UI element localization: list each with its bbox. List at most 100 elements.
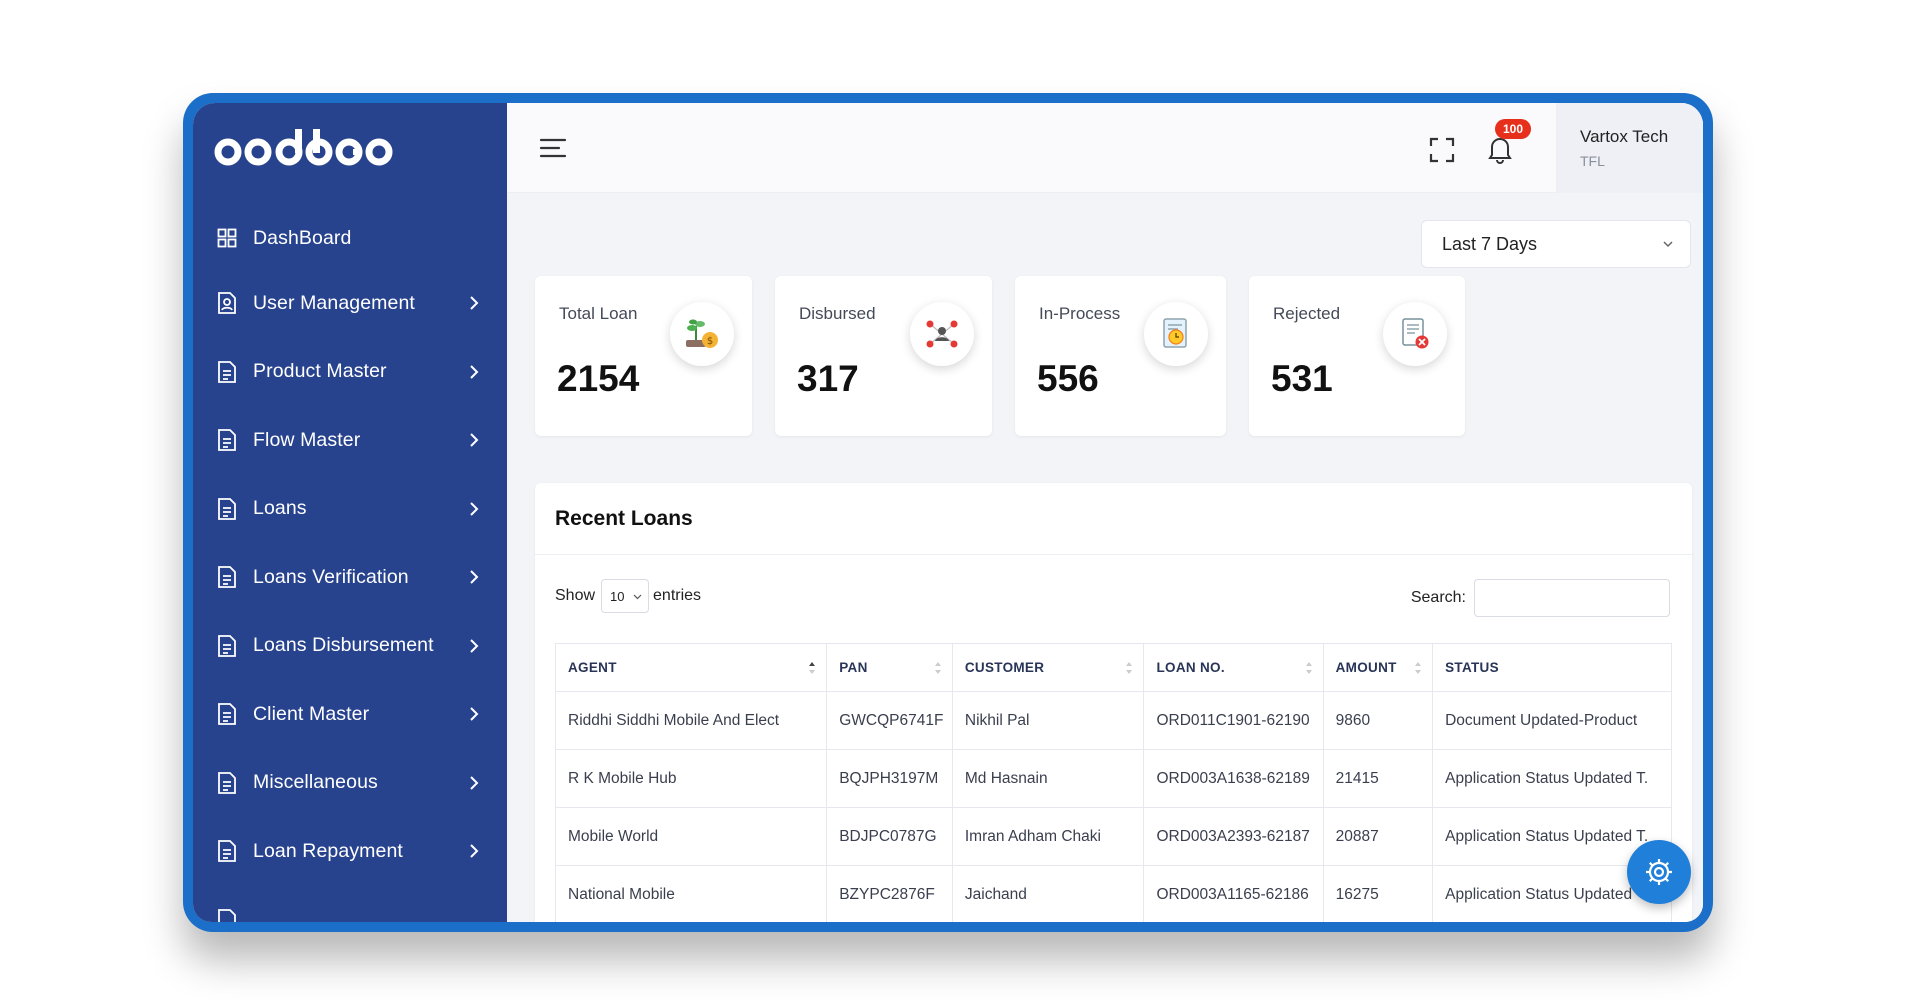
cell-status: Document Updated-Product <box>1432 691 1672 750</box>
chevron-right-icon <box>470 433 479 447</box>
column-label: Pan <box>839 660 868 675</box>
cell-amount: 9860 <box>1322 691 1434 750</box>
sidebar-item-miscellaneous[interactable]: Miscellaneous <box>193 749 507 818</box>
main-content: 100 Vartox Tech TFL Last 7 Days Total Lo… <box>507 103 1703 922</box>
sidebar-item-loans[interactable]: Loans <box>193 475 507 544</box>
sidebar-item-user-management[interactable]: User Management <box>193 269 507 338</box>
stat-card-total-loan[interactable]: Total Loan 2154 $ <box>535 276 752 436</box>
sidebar-item-label: Loan Repayment <box>253 839 403 862</box>
user-name: Vartox Tech <box>1580 127 1669 146</box>
cell-customer: Md Hasnain <box>951 749 1145 808</box>
user-org: TFL <box>1580 153 1605 169</box>
document-icon <box>215 634 239 658</box>
chevron-right-icon <box>470 844 479 858</box>
cell-loan-no: ORD003A1165-62186 <box>1143 865 1324 922</box>
gear-icon <box>1646 859 1672 885</box>
entries-select[interactable]: 10 <box>601 579 650 613</box>
sidebar-item-label: Flow Master <box>253 428 361 451</box>
column-header-agent[interactable]: Agent <box>554 643 828 692</box>
recent-loans-card: Recent Loans Show 10 entries Search: <box>535 483 1692 922</box>
column-label: Customer <box>964 660 1045 675</box>
chevron-right-icon <box>470 776 479 790</box>
divider <box>535 554 1692 555</box>
document-icon <box>215 565 239 589</box>
column-label: Loan No. <box>1156 660 1225 675</box>
sidebar: DashBoard User Management Product <box>193 103 507 922</box>
table-row[interactable]: R K Mobile Hub BQJPH3197M Md Hasnain ORD… <box>554 749 1672 808</box>
recent-loans-table: Agent Pan Customer Loan No. Amount Statu… <box>554 643 1672 922</box>
card-title: Recent Loans <box>555 507 693 530</box>
stat-card-in-process[interactable]: In-Process 556 <box>1015 276 1226 436</box>
user-doc-icon <box>215 291 239 315</box>
document-icon <box>215 771 239 795</box>
table-row[interactable]: National Mobile BZYPC2876F Jaichand ORD0… <box>554 865 1672 922</box>
sidebar-item-loans-verification[interactable]: Loans Verification <box>193 543 507 612</box>
cell-amount: 16275 <box>1322 865 1434 922</box>
stat-value: 2154 <box>557 358 640 399</box>
date-range-select[interactable]: Last 7 Days <box>1421 220 1691 268</box>
page-length-control: Show 10 entries <box>555 579 701 613</box>
chevron-right-icon <box>470 707 479 721</box>
document-icon <box>215 360 239 384</box>
fullscreen-icon[interactable] <box>1429 137 1455 163</box>
sidebar-item-label: Loans <box>253 497 307 520</box>
chevron-down-icon <box>633 594 642 600</box>
sidebar-item-label: DashBoard <box>253 226 352 249</box>
date-range-value: Last 7 Days <box>1442 233 1538 254</box>
user-profile[interactable]: Vartox Tech TFL <box>1556 103 1703 193</box>
chevron-right-icon <box>470 365 479 379</box>
sidebar-item-loans-disbursement[interactable]: Loans Disbursement <box>193 612 507 681</box>
stat-card-disbursed[interactable]: Disbursed 317 <box>775 276 992 436</box>
cell-customer: Nikhil Pal <box>951 691 1145 750</box>
sidebar-item-flow-master[interactable]: Flow Master <box>193 406 507 475</box>
table-row[interactable]: Mobile World BDJPC0787G Imran Adham Chak… <box>554 807 1672 866</box>
table-row[interactable]: Riddhi Siddhi Mobile And Elect GWCQP6741… <box>554 691 1672 750</box>
entries-value: 10 <box>610 588 625 604</box>
sidebar-item-label: Miscellaneous <box>253 771 378 794</box>
column-header-customer[interactable]: Customer <box>951 643 1145 692</box>
stat-label: Rejected <box>1273 304 1341 323</box>
document-icon <box>215 839 239 863</box>
cell-agent: National Mobile <box>554 865 828 922</box>
notification-count-badge: 100 <box>1495 119 1531 139</box>
sidebar-item-label: Loans Verification <box>253 565 409 588</box>
cell-pan: BZYPC2876F <box>826 865 953 922</box>
cell-loan-no: ORD003A2393-62187 <box>1143 807 1324 866</box>
document-icon <box>215 497 239 521</box>
table-search: Search: <box>1411 579 1670 617</box>
cell-customer: Imran Adham Chaki <box>951 807 1145 866</box>
svg-text:$: $ <box>707 336 713 347</box>
sidebar-item-label: User Management <box>253 291 415 314</box>
device-frame: DashBoard User Management Product <box>183 93 1713 932</box>
network-people-icon <box>910 302 974 366</box>
column-header-loan-no[interactable]: Loan No. <box>1143 643 1324 692</box>
cell-pan: BDJPC0787G <box>826 807 953 866</box>
cell-customer: Jaichand <box>951 865 1145 922</box>
column-header-pan[interactable]: Pan <box>826 643 953 692</box>
cell-amount: 21415 <box>1322 749 1434 808</box>
stat-value: 531 <box>1271 358 1333 399</box>
column-header-amount[interactable]: Amount <box>1322 643 1434 692</box>
hamburger-menu-icon[interactable] <box>539 137 567 159</box>
search-input[interactable] <box>1474 579 1670 617</box>
stat-card-rejected[interactable]: Rejected 531 <box>1249 276 1465 436</box>
sidebar-item-dashboard[interactable]: DashBoard <box>193 207 507 269</box>
column-header-status[interactable]: Status <box>1432 643 1672 692</box>
sort-icon <box>1305 662 1312 674</box>
sidebar-item-partial[interactable] <box>193 886 507 922</box>
chevron-down-icon <box>1663 241 1673 248</box>
sidebar-item-product-master[interactable]: Product Master <box>193 338 507 407</box>
app-screen: DashBoard User Management Product <box>193 103 1703 922</box>
cell-amount: 20887 <box>1322 807 1434 866</box>
bell-icon[interactable] <box>1485 134 1515 164</box>
sort-icon <box>1415 662 1422 674</box>
cell-status: Application Status Updated T. <box>1432 807 1672 866</box>
sidebar-item-label: Client Master <box>253 702 370 725</box>
sidebar-item-client-master[interactable]: Client Master <box>193 680 507 749</box>
cell-agent: R K Mobile Hub <box>554 749 828 808</box>
brand-logo[interactable] <box>211 125 411 173</box>
top-bar: 100 Vartox Tech TFL <box>507 103 1703 193</box>
settings-fab[interactable] <box>1627 840 1691 904</box>
grid-icon <box>215 226 239 250</box>
sidebar-item-loan-repayment[interactable]: Loan Repayment <box>193 817 507 886</box>
